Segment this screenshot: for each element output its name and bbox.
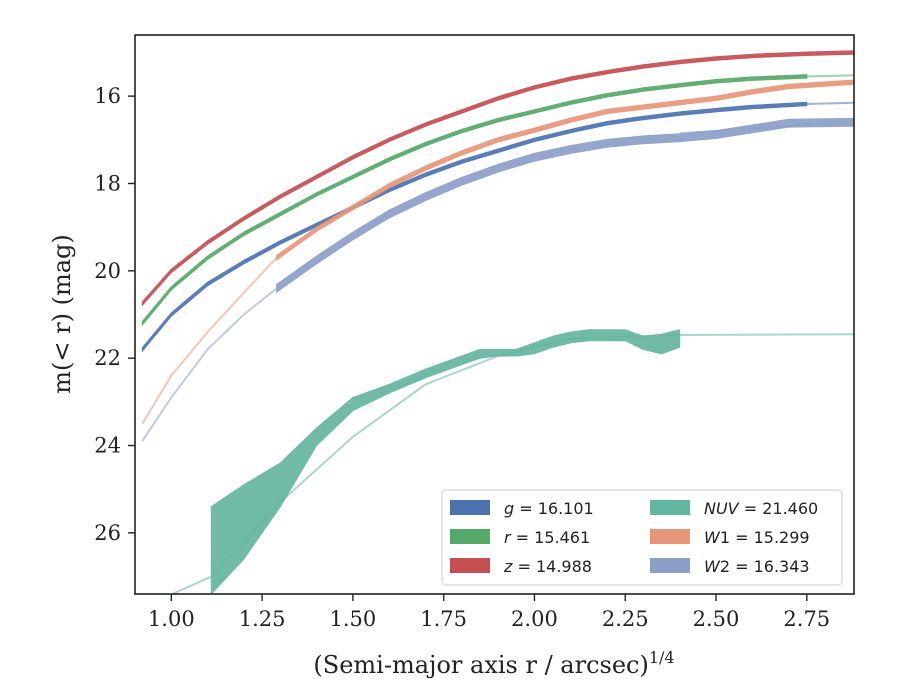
- series-w2-extrapolation: [141, 287, 278, 442]
- y-tick-label: 24: [94, 434, 121, 458]
- series-w2: [141, 117, 854, 442]
- series-w1-band: [276, 79, 854, 261]
- y-tick-label: 20: [94, 259, 121, 283]
- y-tick-label: 16: [94, 84, 121, 108]
- legend-label: NUV = 21.460: [704, 499, 818, 518]
- legend-label: r = 15.461: [504, 528, 590, 547]
- legend-label-symbol: z: [503, 557, 513, 576]
- x-tick-label: 1.25: [239, 607, 286, 631]
- legend-swatch: [650, 529, 690, 544]
- series-g-extrapolation: [806, 101, 854, 105]
- series-w2-band: [276, 117, 854, 294]
- x-tick-label: 1.75: [420, 607, 467, 631]
- legend-box: [441, 489, 843, 586]
- legend-swatch: [450, 558, 490, 573]
- plot-frame: [134, 34, 855, 595]
- x-tick-label: 1.00: [148, 607, 195, 631]
- legend-label-symbol: NUV: [704, 499, 740, 518]
- y-tick-label: 26: [94, 521, 121, 545]
- legend-label-symbol: W: [704, 528, 721, 547]
- legend-item: NUV = 21.460: [650, 499, 818, 518]
- legend-item: W1 = 15.299: [650, 528, 810, 547]
- y-tick-label: 22: [94, 346, 121, 370]
- series-r: [141, 74, 854, 327]
- x-tick-label: 2.00: [511, 607, 558, 631]
- series-w1-extrapolation: [141, 257, 278, 425]
- legend-label-value: 2 = 16.343: [720, 557, 810, 576]
- legend-label-value: 1 = 15.299: [720, 528, 810, 547]
- legend-swatch: [450, 529, 490, 544]
- series-layer: [141, 50, 854, 594]
- legend-item: z = 14.988: [450, 557, 592, 576]
- series-z-band: [141, 50, 854, 307]
- legend-swatch: [650, 500, 690, 515]
- x-tick-label: 1.50: [329, 607, 376, 631]
- x-axis-label-text: (Semi-major axis r / arcsec): [313, 651, 648, 679]
- legend-label-symbol: g: [504, 499, 514, 518]
- legend-label-value: = 14.988: [512, 557, 592, 576]
- y-tick-label: 18: [94, 171, 121, 195]
- y-axis: 16 18 20 22 24 26: [94, 84, 135, 545]
- x-axis-label-superscript: 1/4: [649, 648, 675, 667]
- legend-label-value: = 16.101: [514, 499, 594, 518]
- x-axis-label: (Semi-major axis r / arcsec)1/4: [313, 648, 674, 679]
- x-tick-label: 2.75: [783, 607, 830, 631]
- legend-swatch: [650, 558, 690, 573]
- series-nuv-band: [210, 329, 681, 594]
- series-r-extrapolation: [806, 74, 854, 78]
- y-axis-label: m(< r) (mag): [48, 234, 76, 393]
- legend-label: g = 16.101: [504, 499, 594, 518]
- legend-label-symbol: r: [504, 528, 512, 547]
- legend-label: z = 14.988: [503, 557, 592, 576]
- x-tick-label: 2.50: [693, 607, 740, 631]
- series-z: [141, 50, 854, 307]
- legend-label-value: = 21.460: [739, 499, 819, 518]
- legend-label-value: = 15.461: [511, 528, 591, 547]
- series-nuv: [170, 329, 854, 594]
- legend-label-symbol: W: [704, 557, 721, 576]
- legend-label: W2 = 16.343: [704, 557, 810, 576]
- legend-item: g = 16.101: [450, 499, 594, 518]
- x-axis: 1.00 1.25 1.50 1.75 2.00 2.25 2.50 2.75: [148, 594, 830, 631]
- series-w1: [141, 79, 854, 425]
- legend-item: r = 15.461: [450, 528, 590, 547]
- x-tick-label: 2.25: [602, 607, 649, 631]
- legend-item: W2 = 16.343: [650, 557, 810, 576]
- legend-label: W1 = 15.299: [704, 528, 810, 547]
- series-r-band: [141, 74, 808, 327]
- legend-swatch: [450, 500, 490, 515]
